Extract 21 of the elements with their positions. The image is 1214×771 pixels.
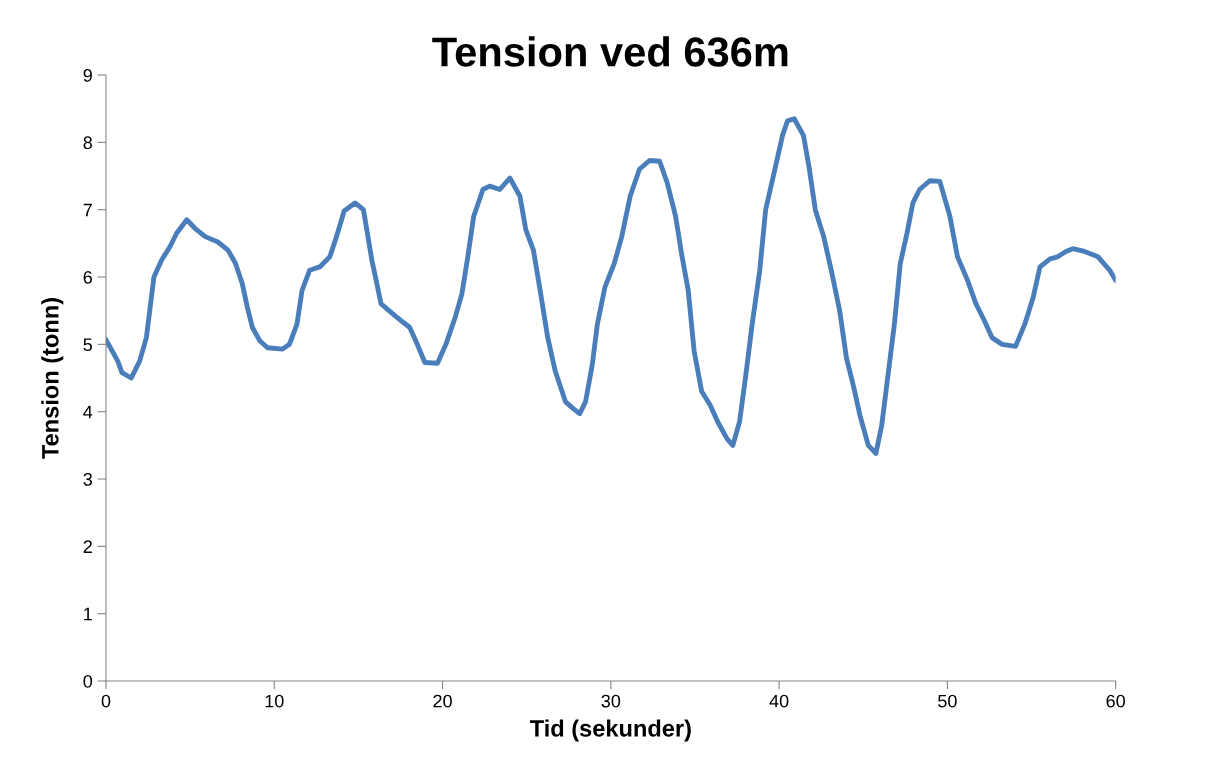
line-series bbox=[105, 116, 1116, 456]
x-axis-title: Tid (sekunder) bbox=[529, 719, 691, 742]
x-tick-label: 20 bbox=[433, 694, 452, 708]
y-tick-label: 5 bbox=[83, 338, 93, 352]
x-tick-label: 30 bbox=[601, 694, 621, 708]
y-tick-label: 8 bbox=[83, 136, 92, 150]
chart-title: Tension ved 636m bbox=[432, 36, 788, 67]
y-tick-label: 2 bbox=[83, 540, 92, 553]
y-tick-label: 6 bbox=[83, 270, 92, 284]
x-tick-label: 60 bbox=[1106, 694, 1125, 708]
y-tick-label: 1 bbox=[84, 607, 92, 621]
x-tick-label: 10 bbox=[265, 694, 284, 708]
y-tick-label: 9 bbox=[83, 68, 92, 82]
y-tick-label: 7 bbox=[83, 203, 92, 217]
y-tick-label: 3 bbox=[83, 472, 92, 486]
y-tick-label: 4 bbox=[83, 405, 93, 419]
x-tick-label: 0 bbox=[101, 694, 111, 708]
x-tick-label: 50 bbox=[938, 694, 957, 708]
x-tick-label: 40 bbox=[769, 694, 789, 708]
y-tick-label: 0 bbox=[83, 674, 93, 688]
y-axis-title: Tension (tonn) bbox=[41, 298, 64, 459]
